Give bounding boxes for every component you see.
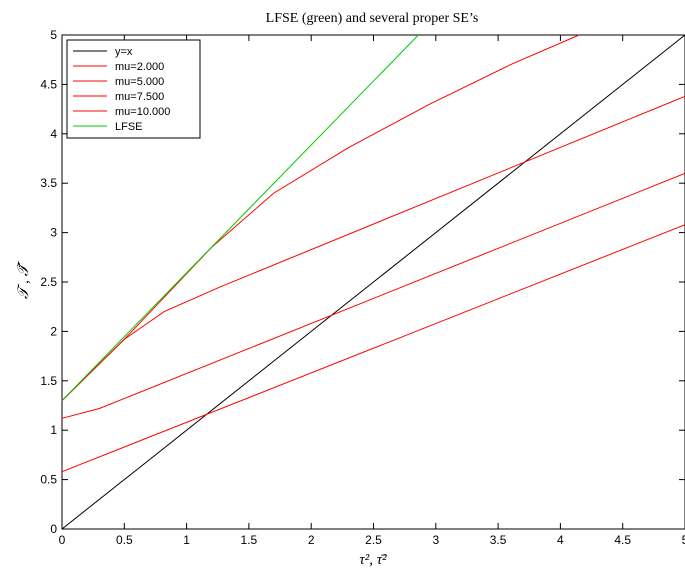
y-tick-label: 2 [50,324,57,338]
legend-label: mu=5.000 [115,76,164,88]
series-group [61,34,685,530]
legend-label: LFSE [115,121,143,133]
y-tick-label: 5 [50,28,57,42]
series-line-mu-5-000 [61,95,685,401]
y-axis: 0 0.5 1 1.5 2 2.5 3 3.5 4 4.5 5 [40,28,685,536]
x-tick-label: 2.5 [365,533,382,547]
legend-label: mu=10.000 [115,106,170,118]
x-tick-label: 0 [59,533,66,547]
x-tick-label: 3 [432,533,439,547]
x-tick-label: 4 [557,533,564,547]
x-tick-label: 4.5 [614,533,631,547]
y-tick-label: 3 [50,226,57,240]
legend-label: mu=2.000 [115,61,164,73]
x-tick-label: 0.5 [116,533,133,547]
y-tick-label: 4.5 [40,77,57,91]
series-line-mu-7-500 [61,172,685,419]
y-axis-label: 𝒯 , 𝒯̄ [16,260,32,299]
x-tick-label: 5 [682,533,685,547]
series-line-lfse [61,34,419,401]
y-tick-label: 0.5 [40,473,57,487]
y-tick-label: 2.5 [40,275,57,289]
y-tick-label: 3.5 [40,176,57,190]
series-line-mu-10-000 [61,224,685,473]
x-tick-label: 3.5 [490,533,507,547]
x-tick-label: 2 [308,533,315,547]
y-tick-label: 1.5 [40,374,57,388]
x-axis-label: τ², τ̄² [359,552,387,568]
series-line-y-x [61,34,685,530]
y-tick-label: 4 [50,127,57,141]
series-line-mu-2-000 [61,34,580,401]
x-axis: 0 0.5 1 1.5 2 2.5 3 3.5 4 4.5 5 [59,35,685,547]
x-tick-label: 1 [183,533,190,547]
chart-title: LFSE (green) and several proper SE’s [266,11,479,26]
legend: y=x mu=2.000 mu=5.000 mu=7.500 mu=10.000 LFSE [66,39,201,139]
legend-box [66,39,201,139]
legend-label: mu=7.500 [115,91,164,103]
y-tick-label: 1 [50,423,57,437]
x-tick-label: 1.5 [241,533,258,547]
y-tick-label: 0 [50,522,57,536]
legend-label: y=x [115,46,133,58]
